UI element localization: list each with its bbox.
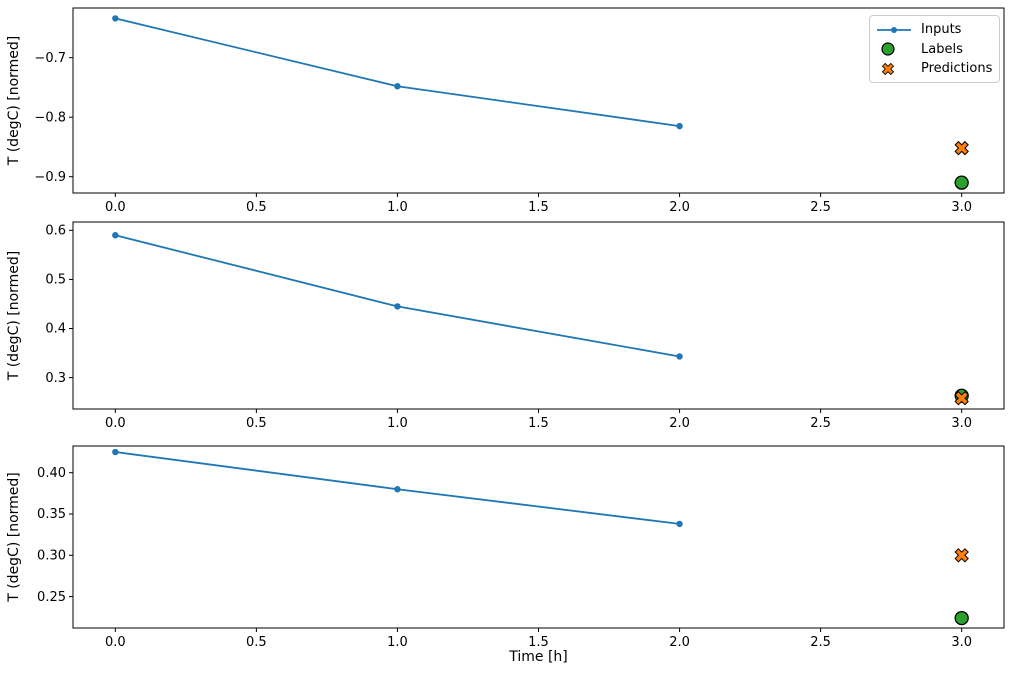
inputs-line-icon (877, 26, 911, 33)
y-tick-label: 0.4 (45, 322, 66, 337)
legend-label-labels: Labels (921, 41, 963, 57)
labels-circle-icon (881, 42, 895, 56)
x-tick-label: 0.0 (105, 416, 126, 431)
x-tick-label: 0.5 (246, 200, 267, 215)
x-tick-label: 3.0 (951, 635, 972, 650)
x-tick-label: 0.5 (246, 635, 267, 650)
inputs-point (676, 353, 683, 360)
x-tick-label: 2.0 (669, 200, 690, 215)
subplot-3: 0.0 0.5 1.0 1.5 2.0 2.5 3.0 0.25 0.30 0.35 0.40 T (… (6, 445, 1005, 665)
y-tick-label: 0.30 (37, 548, 66, 563)
x-tick-label: 1.0 (387, 635, 408, 650)
x-tick-label: 2.5 (810, 416, 831, 431)
legend-label-predictions: Predictions (921, 61, 993, 76)
predictions-x-icon (881, 62, 895, 75)
y-axis-label: T (degC) [normed] (6, 472, 22, 603)
inputs-line (114, 234, 681, 358)
x-tick-label: 2.0 (669, 416, 690, 431)
inputs-point (394, 303, 401, 310)
y-tick-label: −0.8 (34, 110, 66, 125)
legend-label-inputs: Inputs (921, 22, 962, 37)
inputs-point (112, 448, 119, 456)
predictions-marker (954, 140, 969, 156)
inputs-point (394, 83, 401, 90)
y-axis-label: T (degC) [normed] (6, 36, 22, 167)
y-axis-label: T (degC) [normed] (6, 251, 22, 382)
x-tick-label: 1.0 (387, 416, 408, 431)
y-tick-label: 0.5 (45, 273, 66, 288)
x-tick-label: 2.0 (669, 635, 690, 650)
x-tick-label: 0.0 (105, 635, 126, 650)
predictions-marker (954, 390, 969, 406)
plot-frame (72, 445, 1005, 629)
x-tick-label: 2.5 (810, 635, 831, 650)
inputs-point (112, 232, 119, 239)
x-tick-label: 3.0 (951, 416, 972, 431)
plot-frame (72, 221, 1005, 410)
y-tick-label: −0.7 (34, 51, 66, 66)
inputs-point (676, 520, 683, 528)
x-tick-label: 0.0 (105, 200, 126, 215)
y-tick-label: 0.3 (45, 371, 66, 386)
x-tick-label: 1.0 (387, 200, 408, 215)
y-tick-label: 0.25 (37, 590, 66, 605)
legend-entry-inputs: Inputs (876, 21, 993, 38)
x-tick-label: 0.5 (246, 416, 267, 431)
y-tick-label: 0.40 (37, 466, 66, 481)
subplot-2: 0.0 0.5 1.0 1.5 2.0 2.5 3.0 0.3 0.4 0.5 0.6 T (degC… (6, 221, 1005, 431)
x-tick-label: 1.5 (528, 635, 549, 650)
legend: Inputs Labels Predictions (869, 15, 1000, 83)
x-tick-label: 3.0 (951, 200, 972, 215)
predictions-marker (954, 548, 969, 563)
y-tick-label: −0.9 (34, 170, 66, 185)
x-tick-label: 1.5 (528, 416, 549, 431)
inputs-point (112, 15, 119, 22)
y-tick-label: 0.6 (45, 224, 66, 239)
subplot-1: 0.0 0.5 1.0 1.5 2.0 2.5 3.0 −0.9 −0.8 −0.7 T (degC… (6, 7, 1005, 215)
legend-entry-predictions: Predictions (876, 60, 993, 77)
x-tick-label: 2.5 (810, 200, 831, 215)
legend-entry-labels: Labels (876, 41, 993, 58)
inputs-point (394, 486, 401, 493)
labels-marker (954, 175, 969, 190)
x-tick-label: 1.5 (528, 200, 549, 215)
inputs-point (676, 122, 683, 130)
labels-marker (954, 610, 969, 626)
y-tick-label: 0.35 (37, 507, 66, 522)
x-axis-label: Time [h] (508, 649, 568, 665)
plot-frame (72, 7, 1005, 194)
inputs-line (114, 17, 681, 128)
